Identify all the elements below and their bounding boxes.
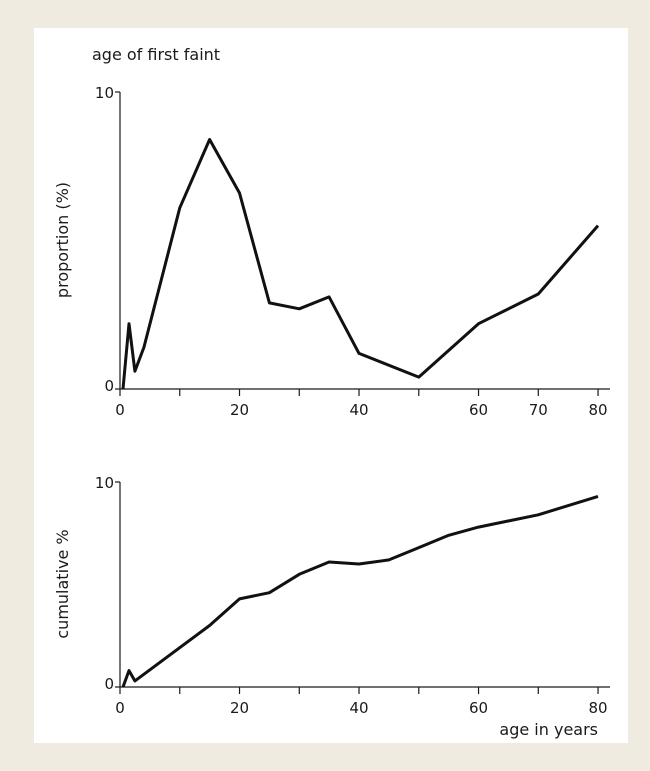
x-axis-label: age in years — [499, 720, 598, 739]
y-tick-label: 0 — [104, 675, 114, 693]
x-tick-label: 0 — [115, 699, 125, 717]
x-tick-label: 80 — [589, 699, 608, 717]
x-tick-label: 80 — [589, 401, 608, 419]
y-tick-label: 0 — [104, 377, 114, 395]
x-tick-label: 40 — [349, 699, 368, 717]
x-tick-label: 60 — [469, 699, 488, 717]
x-tick-label: 60 — [469, 401, 488, 419]
x-tick-label: 70 — [529, 401, 548, 419]
y-axis-label: proportion (%) — [53, 182, 72, 298]
series-line — [121, 494, 599, 688]
figure-panel: 0 10 0 20 40 60 70 80 age of first faint proporti… — [34, 28, 628, 743]
y-tick-label: 10 — [95, 474, 114, 492]
x-tick-label: 20 — [230, 699, 249, 717]
x-tick-label: 0 — [115, 401, 125, 419]
x-tick-label: 20 — [230, 401, 249, 419]
chart-title: age of first faint — [92, 45, 220, 64]
x-tick-label: 40 — [349, 401, 368, 419]
line-charts-figure: 0 10 0 20 40 60 70 80 age of first faint proporti… — [53, 45, 610, 739]
cumulative-chart: 0 10 0 20 40 60 80 cumulative % age in years — [53, 474, 610, 739]
y-tick-label: 10 — [95, 84, 114, 102]
proportion-chart: 0 10 0 20 40 60 70 80 age of first faint proporti… — [53, 45, 610, 419]
y-axis-label: cumulative % — [53, 529, 72, 638]
series-line — [121, 138, 600, 390]
